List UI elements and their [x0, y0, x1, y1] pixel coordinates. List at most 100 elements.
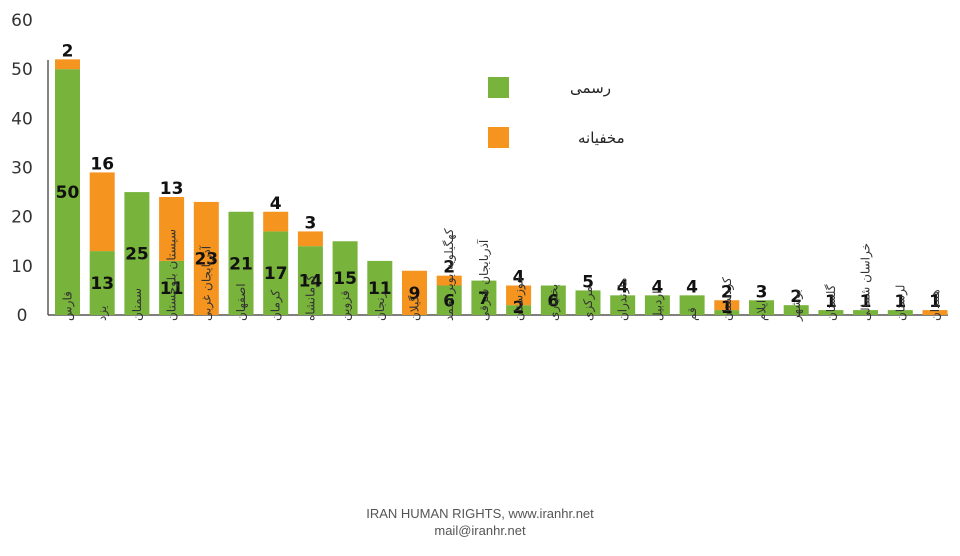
category-label: گلستان	[824, 284, 838, 321]
bar-secret	[55, 59, 80, 70]
category-label: یزد	[95, 306, 110, 321]
category-label: بختیاری	[546, 284, 561, 321]
bars	[55, 59, 948, 316]
category-label: خراسان شمالی	[859, 243, 874, 321]
bar-value-label-official: 13	[90, 274, 114, 294]
category-label: اصفهان	[234, 283, 248, 321]
bar-value-label-official: 4	[686, 277, 698, 297]
bar-value-label-official: 17	[264, 264, 288, 284]
bar-official	[436, 285, 462, 315]
bar-official	[783, 305, 809, 315]
bar-value-label-official: 1	[825, 292, 837, 312]
legend-swatch-secret	[488, 127, 509, 148]
category-label: سمنان	[130, 288, 144, 321]
category-label: سیستان بلوچستان	[165, 229, 180, 321]
category-label: ایلام	[755, 300, 769, 321]
bar-official	[575, 290, 601, 315]
category-label: همدان	[928, 289, 942, 321]
category-label: آذربایجان غربی	[198, 245, 214, 321]
category-label: آذربایجان شرقی	[476, 239, 492, 321]
y-tick-label: 20	[11, 208, 33, 228]
category-label: کردستان	[720, 277, 735, 321]
bar-official	[159, 260, 185, 315]
bar-official	[714, 310, 740, 315]
y-tick-label: 10	[11, 257, 33, 277]
bar-value-label-official: 6	[443, 291, 455, 311]
bar-secret	[436, 275, 462, 286]
bar-value-label-secret: 9	[409, 284, 421, 304]
bar-official	[55, 69, 80, 316]
bar-official	[332, 241, 358, 315]
footer-email: mail@iranhr.net	[434, 523, 526, 538]
bar-value-label-official: 21	[229, 254, 253, 274]
bar-secret	[402, 270, 427, 315]
bar-value-label-official: 4	[617, 277, 629, 297]
bar-value-label-official: 1	[721, 298, 733, 318]
y-tick-label: 0	[17, 306, 28, 326]
bar-official	[644, 295, 670, 315]
bar-value-label-secret: 23	[194, 249, 218, 269]
category-label: کهگیلویه بویر احمد	[442, 228, 457, 321]
category-label: بوشهر	[789, 289, 804, 322]
category-label: کرمانشاه	[303, 274, 318, 321]
legend-swatch-official	[488, 77, 509, 98]
bar-official	[540, 285, 566, 315]
bar-value-label-official: 11	[160, 279, 184, 299]
bar-official	[228, 211, 254, 315]
bar-value-label-official: 2	[513, 298, 525, 318]
category-label: گیلان	[408, 295, 422, 321]
category-label: اردبیل	[650, 290, 665, 321]
bar-value-label-secret: 3	[304, 213, 316, 233]
bar-value-label-official: 7	[478, 289, 490, 309]
legend: رسمی مخفیانه	[488, 77, 625, 148]
bar-official	[471, 280, 497, 315]
bar-value-label-official: 5	[582, 272, 594, 292]
bar-official	[818, 310, 844, 315]
bar-official	[610, 295, 636, 315]
bar-value-label-official: 15	[333, 269, 357, 289]
bar-official	[887, 310, 913, 315]
category-label: کرمان	[269, 289, 284, 321]
bar-value-label-official: 11	[368, 279, 392, 299]
y-tick-label: 30	[11, 159, 33, 179]
bar-official	[367, 260, 393, 315]
bar-value-label-secret: 1	[929, 292, 941, 312]
bar-secret	[506, 285, 532, 306]
bar-official	[263, 231, 289, 315]
bar-secret	[159, 197, 185, 261]
bar-value-label-secret: 4	[270, 194, 282, 214]
category-label: زنجان	[373, 291, 388, 321]
bar-official	[853, 310, 879, 315]
category-label: خوزستان	[512, 275, 527, 321]
bar-value-label-official: 14	[299, 272, 323, 292]
y-tick-label: 60	[11, 11, 33, 31]
bar-secret	[922, 310, 948, 315]
bar-value-label-official: 6	[547, 291, 559, 311]
bar-value-label-official: 1	[860, 292, 872, 312]
bar-value-label-secret: 2	[62, 41, 74, 61]
legend-label-secret: مخفیانه	[578, 129, 625, 147]
y-tick-label: 50	[11, 60, 33, 80]
category-label: مازندران	[616, 278, 631, 321]
bar-official	[89, 251, 115, 315]
category-label: لرستان	[893, 285, 908, 321]
bar-value-label-official: 25	[125, 245, 149, 265]
bar-official	[124, 192, 150, 315]
bar-official	[297, 246, 323, 315]
bar-value-label-official: 50	[56, 183, 80, 203]
bar-secret	[89, 172, 115, 252]
bar-secret	[193, 201, 219, 315]
footer: IRAN HUMAN RIGHTS, www.iranhr.net mail@i…	[0, 505, 960, 539]
bar-value-label-official: 3	[756, 282, 768, 302]
category-labels: فارس یزد سمنان سیستان بلوچستان آذربایجان غرب…	[61, 228, 943, 322]
bar-value-label-secret: 2	[443, 258, 455, 278]
category-label: قزوین	[338, 290, 353, 321]
bar-value-label-official: 4	[651, 277, 663, 297]
bar-value-label-secret: 16	[90, 154, 114, 174]
bar-official	[506, 305, 532, 315]
bar-value-label-official: 2	[790, 287, 802, 307]
bar-value-label-secret: 2	[721, 282, 733, 302]
